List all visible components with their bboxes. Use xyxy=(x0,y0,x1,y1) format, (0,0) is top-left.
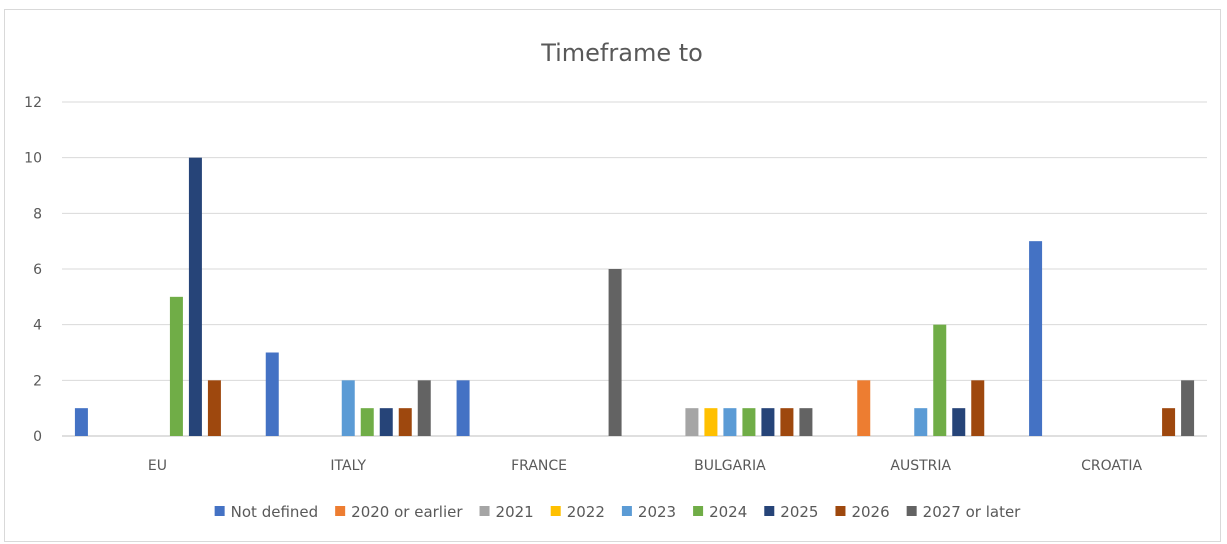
legend-swatch xyxy=(621,506,632,516)
legend-label: Not defined xyxy=(231,503,319,521)
legend: Not defined 2020 or earlier 2021 2022 2023 20… xyxy=(214,503,1022,521)
legend-label: 2023 xyxy=(638,503,676,521)
legend-swatch xyxy=(835,506,846,516)
legend-label: 2027 or later xyxy=(923,503,1022,521)
bars xyxy=(74,157,1195,436)
x-axis: EU ITALY FRANCE BULGARIA AUSTRIA CROATIA xyxy=(148,458,1143,474)
legend-swatch xyxy=(550,506,561,516)
bar xyxy=(685,408,699,436)
bar xyxy=(723,408,737,436)
legend-label: 2026 xyxy=(851,503,889,521)
bar xyxy=(417,380,431,436)
y-tick-label: 4 xyxy=(33,318,42,334)
bar xyxy=(1181,380,1195,436)
bar xyxy=(608,269,622,436)
bar xyxy=(456,380,470,436)
bar xyxy=(914,408,928,436)
bar xyxy=(933,324,947,436)
bar xyxy=(398,408,412,436)
x-tick-label: CROATIA xyxy=(1081,458,1142,474)
bar xyxy=(952,408,966,436)
bar xyxy=(799,408,813,436)
y-tick-label: 10 xyxy=(24,151,42,167)
legend-label: 2021 xyxy=(496,503,534,521)
bar xyxy=(971,380,985,436)
legend-label: 2025 xyxy=(780,503,818,521)
y-tick-label: 2 xyxy=(33,373,42,389)
bar xyxy=(188,157,202,436)
legend-label: 2020 or earlier xyxy=(351,503,463,521)
legend-swatch xyxy=(693,506,704,516)
y-tick-label: 8 xyxy=(33,206,42,222)
bar xyxy=(857,380,871,436)
legend-swatch xyxy=(479,506,490,516)
bar xyxy=(780,408,794,436)
bar xyxy=(704,408,718,436)
legend-swatch xyxy=(906,506,917,516)
legend-label: 2024 xyxy=(709,503,747,521)
bar xyxy=(341,380,355,436)
bar xyxy=(379,408,393,436)
bar xyxy=(169,296,183,436)
bar xyxy=(1029,241,1043,436)
bar xyxy=(265,352,279,436)
bar xyxy=(1162,408,1176,436)
legend-swatch xyxy=(764,506,775,516)
bar xyxy=(207,380,221,436)
bar xyxy=(742,408,756,436)
y-axis: 0 2 4 6 8 10 12 xyxy=(24,95,42,445)
legend-swatch xyxy=(214,506,225,516)
y-tick-label: 12 xyxy=(24,95,42,111)
y-tick-label: 0 xyxy=(33,429,42,445)
x-tick-label: FRANCE xyxy=(511,458,567,474)
legend-swatch xyxy=(335,506,346,516)
legend-label: 2022 xyxy=(567,503,605,521)
x-tick-label: AUSTRIA xyxy=(890,458,951,474)
x-tick-label: BULGARIA xyxy=(694,458,766,474)
y-tick-label: 6 xyxy=(33,262,42,278)
bar xyxy=(360,408,374,436)
chart-title: Timeframe to xyxy=(540,39,703,67)
gridlines xyxy=(62,101,1207,437)
bar xyxy=(74,408,88,436)
x-tick-label: EU xyxy=(148,458,167,474)
bar xyxy=(761,408,775,436)
x-tick-label: ITALY xyxy=(330,458,366,474)
